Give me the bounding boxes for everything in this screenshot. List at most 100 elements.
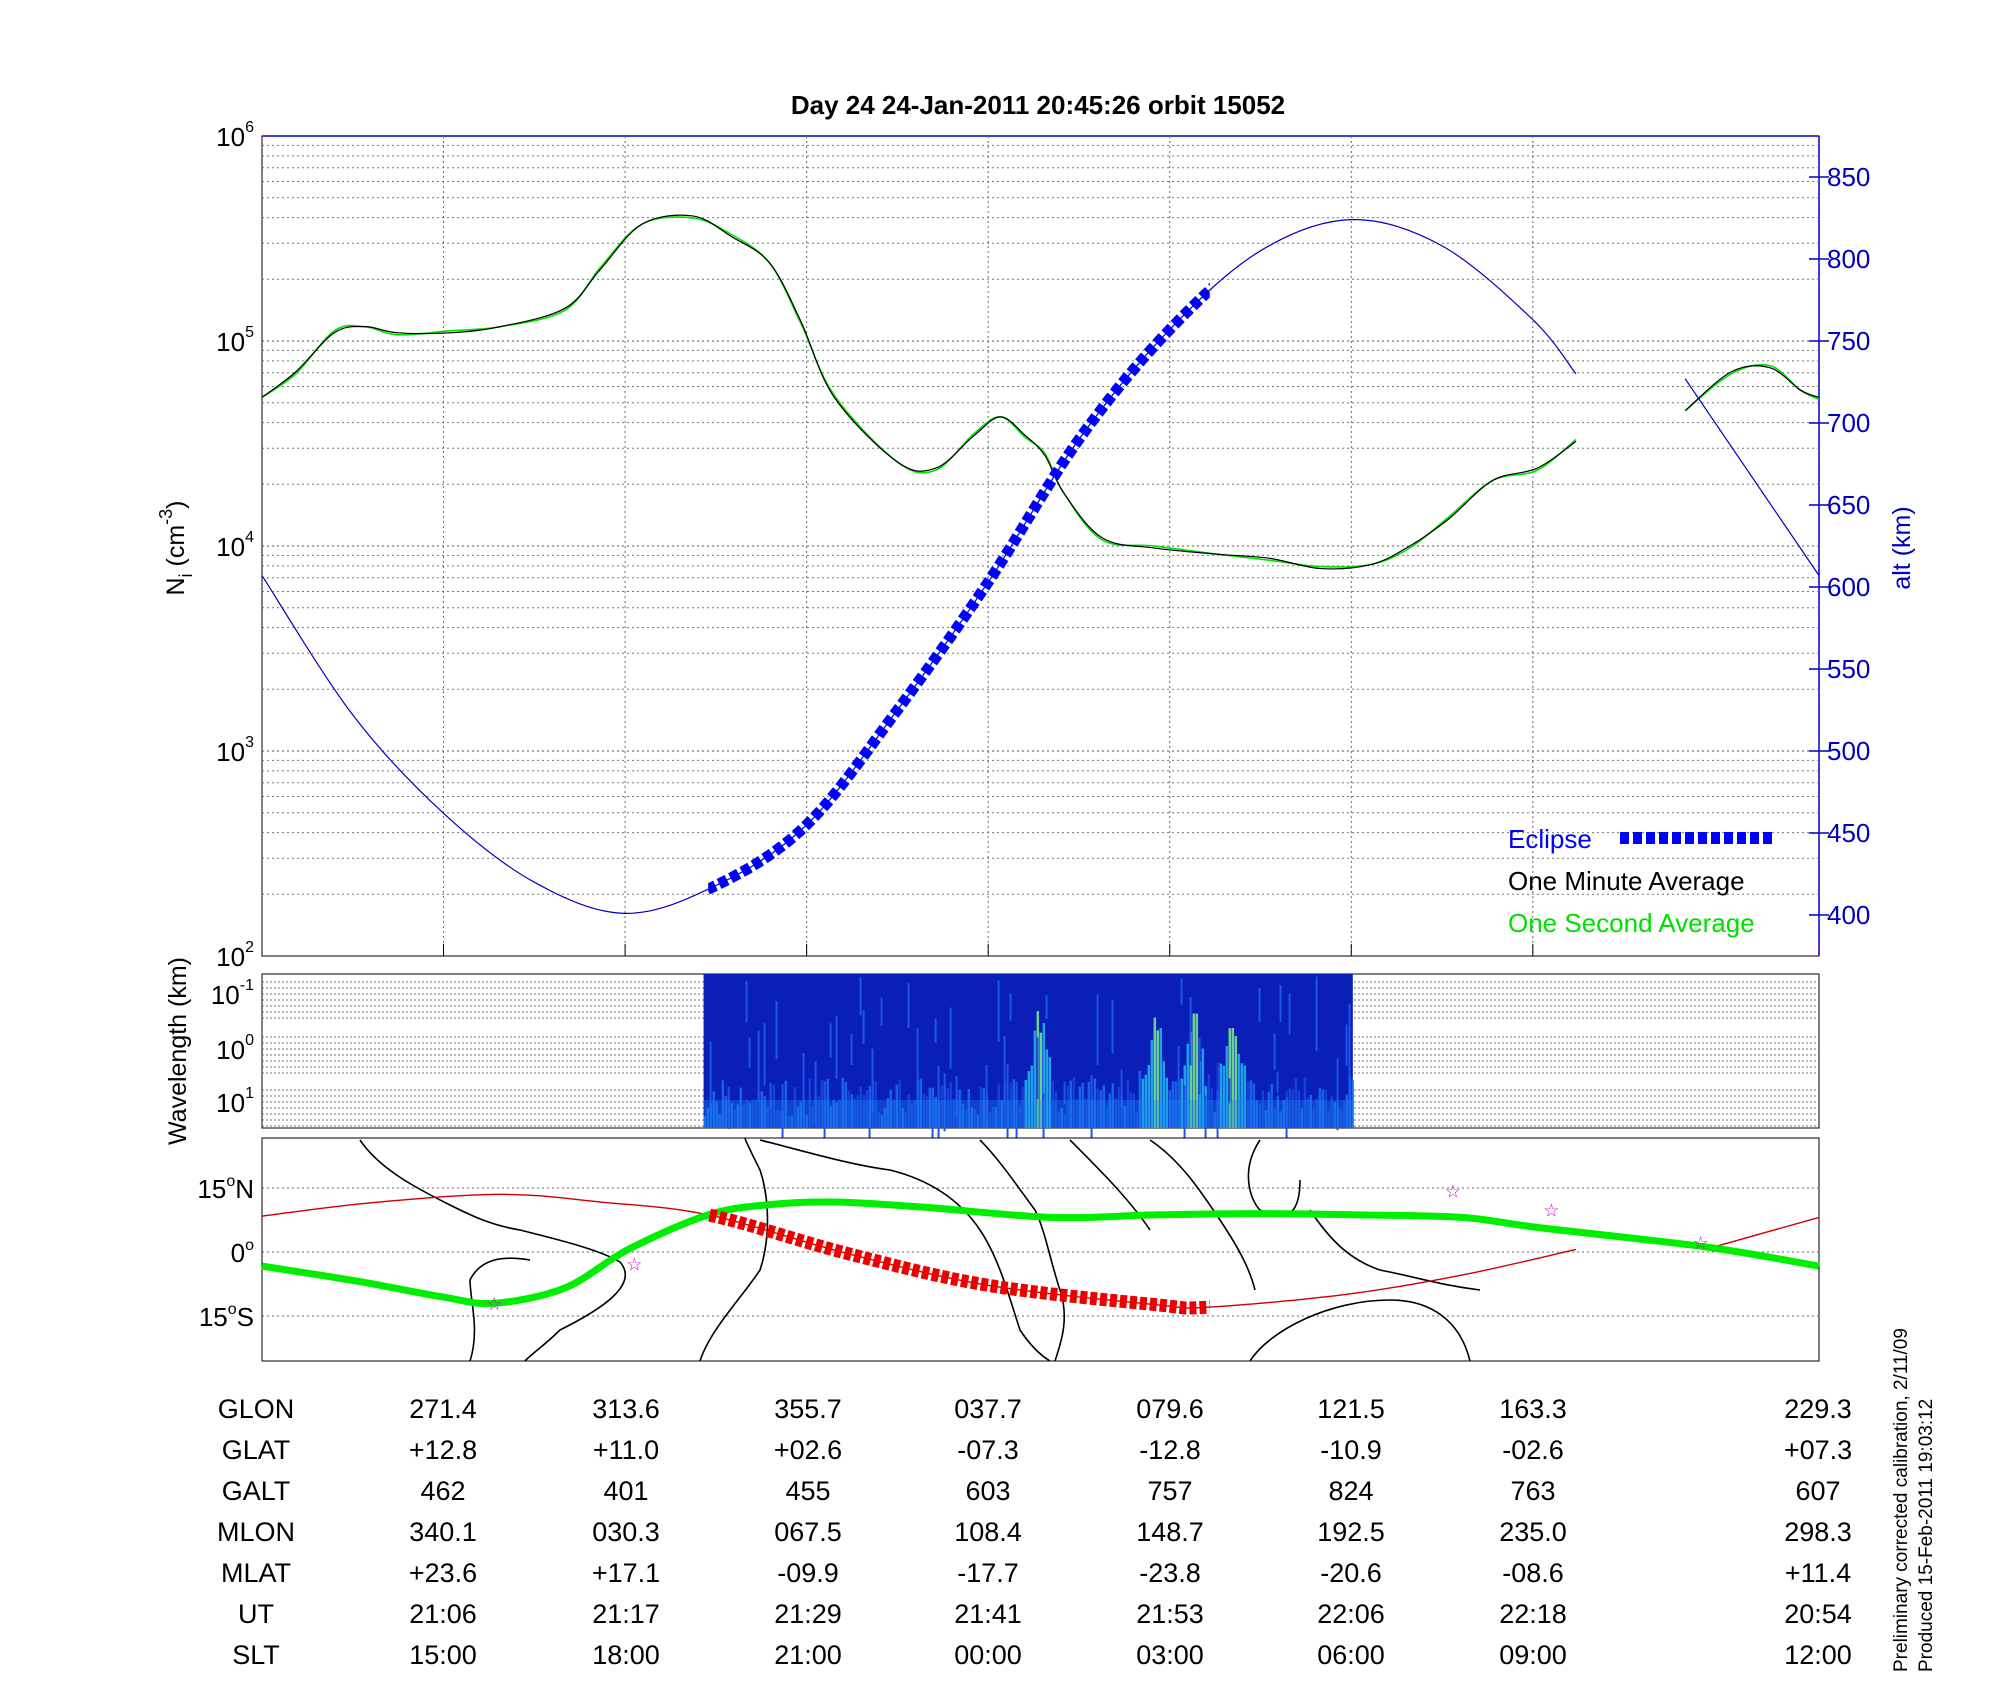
spectrogram-column bbox=[1156, 1030, 1160, 1128]
table-cell: +11.0 bbox=[593, 1435, 659, 1465]
wavelength-tick-exponent: -1 bbox=[240, 977, 254, 994]
spectrogram-streak bbox=[862, 1010, 865, 1045]
spectrogram-streak bbox=[1216, 1090, 1219, 1145]
star-marker-icon: ☆ bbox=[1543, 1201, 1559, 1221]
spectrogram-column bbox=[1153, 1017, 1157, 1128]
table-cell: 229.3 bbox=[1784, 1394, 1852, 1424]
spectrogram-column bbox=[1240, 1063, 1244, 1128]
spectrogram-column bbox=[895, 1084, 899, 1128]
table-cell: 340.1 bbox=[409, 1517, 477, 1547]
spectrogram-streak bbox=[1090, 1074, 1093, 1141]
table-cell: 108.4 bbox=[954, 1517, 1022, 1547]
spectrogram-streak bbox=[1285, 1097, 1288, 1155]
spectrogram-column bbox=[1168, 1090, 1172, 1128]
spectrogram-column bbox=[1321, 1089, 1325, 1128]
table-cell: 121.5 bbox=[1317, 1394, 1385, 1424]
spectrogram-column bbox=[844, 1082, 848, 1128]
spectrogram-column bbox=[919, 1078, 923, 1128]
spectrogram-streak bbox=[1036, 1037, 1039, 1100]
spectrogram-column bbox=[718, 1113, 722, 1128]
geographic-track-line bbox=[1704, 1216, 1820, 1251]
spectrogram-streak bbox=[727, 1086, 730, 1129]
table-cell: 030.3 bbox=[592, 1517, 660, 1547]
spectrogram-column bbox=[1093, 1078, 1097, 1128]
spectrogram-column bbox=[766, 1106, 770, 1128]
spectrogram-column bbox=[1141, 1078, 1145, 1128]
one-minute-average-line bbox=[1684, 365, 1820, 412]
spectrogram-streak bbox=[763, 1023, 766, 1086]
alt-tick-label: 500 bbox=[1827, 736, 1870, 766]
spectrogram-column bbox=[904, 1112, 908, 1128]
spectrogram-column bbox=[1054, 1091, 1058, 1128]
table-cell: 21:41 bbox=[954, 1599, 1022, 1629]
spectrogram-streak bbox=[802, 1052, 805, 1129]
table-cell: 21:17 bbox=[592, 1599, 660, 1629]
spectrogram-column bbox=[1135, 1111, 1139, 1128]
table-cell: -09.9 bbox=[777, 1558, 839, 1588]
spectrogram-streak bbox=[1276, 1072, 1279, 1093]
table-cell: 607 bbox=[1795, 1476, 1840, 1506]
star-marker-icon: ☆ bbox=[1692, 1233, 1708, 1253]
table-row-label: UT bbox=[238, 1599, 274, 1629]
spectrogram-column bbox=[1114, 1097, 1118, 1128]
spectrogram-column bbox=[1105, 1106, 1109, 1128]
spectrogram-streak bbox=[1063, 1081, 1066, 1105]
coastline bbox=[759, 1139, 1051, 1362]
spectrogram-streak bbox=[1273, 1033, 1276, 1070]
table-cell: 03:00 bbox=[1136, 1640, 1204, 1670]
spectrogram-column bbox=[712, 1091, 716, 1128]
spectrogram-column bbox=[1180, 1078, 1184, 1128]
y-tick-exponent: 6 bbox=[245, 119, 254, 136]
spectrogram-column bbox=[991, 1107, 995, 1128]
spectrogram-streak bbox=[1177, 1045, 1180, 1124]
legend-one-second-label: One Second Average bbox=[1508, 908, 1755, 938]
spectrogram-column bbox=[1162, 1061, 1166, 1128]
spectrogram-column bbox=[832, 1100, 836, 1128]
magnetic-track-line bbox=[261, 1198, 1820, 1308]
spectrogram-column bbox=[877, 1112, 881, 1128]
table-cell: 455 bbox=[785, 1476, 830, 1506]
table-cell: 603 bbox=[965, 1476, 1010, 1506]
table-cell: 401 bbox=[603, 1476, 648, 1506]
spectrogram-column bbox=[805, 1114, 809, 1128]
spectrogram-column bbox=[1012, 1079, 1016, 1128]
spectrogram-streak bbox=[757, 1030, 760, 1103]
spectrogram-column bbox=[1255, 1100, 1259, 1128]
spectrogram-streak bbox=[1336, 1058, 1339, 1131]
spectrogram-streak bbox=[1198, 1037, 1201, 1095]
spectrogram-column bbox=[928, 1087, 932, 1128]
table-cell: 067.5 bbox=[774, 1517, 842, 1547]
spectrogram-streak bbox=[934, 1018, 937, 1044]
spectrogram-column bbox=[1147, 1064, 1151, 1128]
table-cell: 21:53 bbox=[1136, 1599, 1204, 1629]
wavelength-tick-base: 10 bbox=[216, 1088, 245, 1118]
spectrogram-column bbox=[1111, 1082, 1115, 1128]
spectrogram-column bbox=[1021, 1086, 1025, 1128]
spectrogram-streak bbox=[1279, 984, 1282, 1023]
spectrogram-column bbox=[901, 1107, 905, 1128]
spectrogram-column bbox=[1312, 1107, 1316, 1128]
alt-tick-label: 700 bbox=[1827, 408, 1870, 438]
table-cell: 763 bbox=[1510, 1476, 1555, 1506]
spectrogram-column bbox=[1120, 1096, 1124, 1128]
wavelength-axis-label: Wavelength (km) bbox=[164, 957, 192, 1145]
spectrogram-column bbox=[772, 1084, 776, 1128]
table-cell: 355.7 bbox=[774, 1394, 842, 1424]
table-cell: 21:29 bbox=[774, 1599, 842, 1629]
coastline bbox=[469, 1257, 531, 1362]
alt-tick-label: 850 bbox=[1827, 162, 1870, 192]
spectrogram-column bbox=[1033, 1030, 1037, 1128]
degree-symbol: o bbox=[245, 1237, 254, 1254]
spectrogram-column bbox=[796, 1106, 800, 1128]
spectrogram-column bbox=[769, 1102, 773, 1128]
latitude-tick-label: 15oS bbox=[199, 1301, 254, 1332]
ylabel-unit-close: ) bbox=[162, 500, 190, 508]
star-marker-icon: ☆ bbox=[626, 1255, 642, 1275]
spectrogram-streak bbox=[769, 1082, 772, 1110]
spectrogram-column bbox=[751, 1100, 755, 1128]
table-row-label: GALT bbox=[222, 1476, 291, 1506]
spectrogram-column bbox=[778, 1110, 782, 1128]
spectrogram-column bbox=[1207, 1074, 1211, 1128]
y-tick-base: 10 bbox=[216, 737, 245, 767]
table-cell: -20.6 bbox=[1320, 1558, 1382, 1588]
